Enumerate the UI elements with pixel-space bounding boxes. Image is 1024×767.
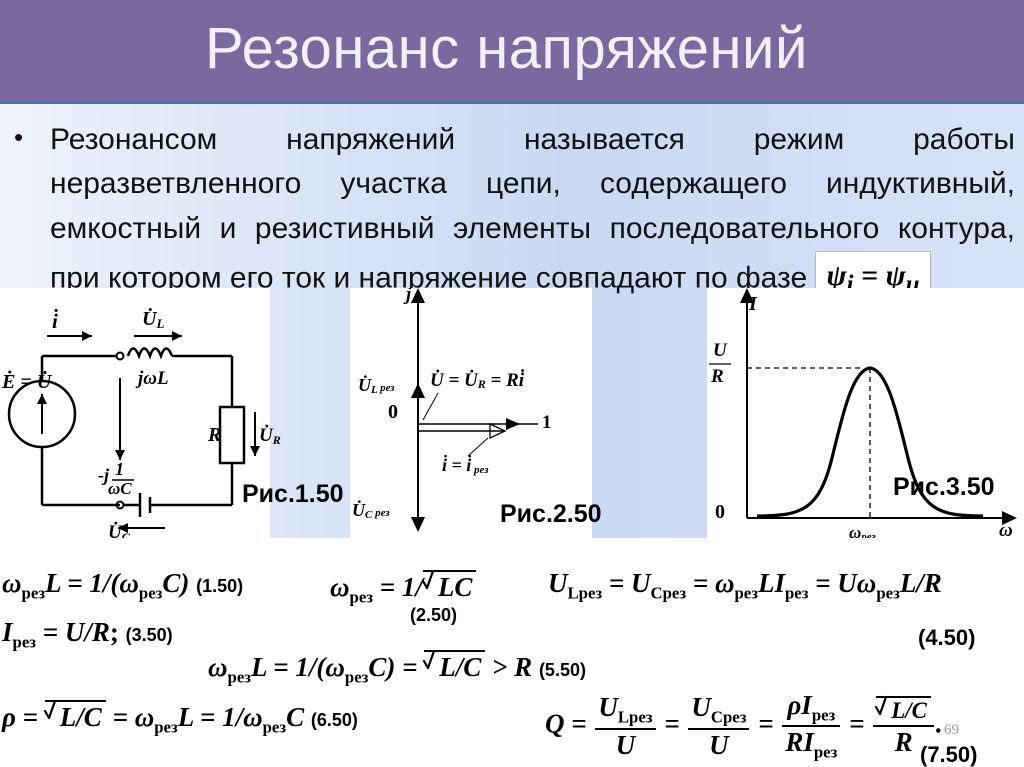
svg-text:R: R [710,366,724,387]
svg-text:R: R [207,424,221,446]
svg-text:i̇ = i̇ рез: i̇ = i̇ рез [442,454,489,476]
svg-text:U̇L: U̇L [142,306,164,331]
svg-text:1: 1 [115,459,124,479]
svg-text:I: I [748,293,758,315]
svg-text:U̇ = U̇R = Ri̇: U̇ = U̇R = Ri̇ [430,368,525,391]
svg-text:Ė = U̇: Ė = U̇ [1,369,53,393]
svg-text:ω: ω [999,520,1013,538]
svg-text:jωL: jωL [135,368,169,389]
svg-text:0: 0 [715,501,725,523]
svg-text:0: 0 [388,401,398,423]
svg-text:ωC: ωC [108,479,132,498]
svg-text:U̇C рез: U̇C рез [352,499,390,521]
svg-text:U̇R: U̇R [259,424,281,447]
svg-text:1: 1 [542,412,552,433]
svg-text:j: j [403,288,412,305]
svg-text:ωрез: ωрез [849,523,877,538]
svg-text:i̇: i̇ [52,308,58,333]
svg-text:U̇L рез: U̇L рез [358,374,395,396]
svg-text:U: U [713,340,728,361]
